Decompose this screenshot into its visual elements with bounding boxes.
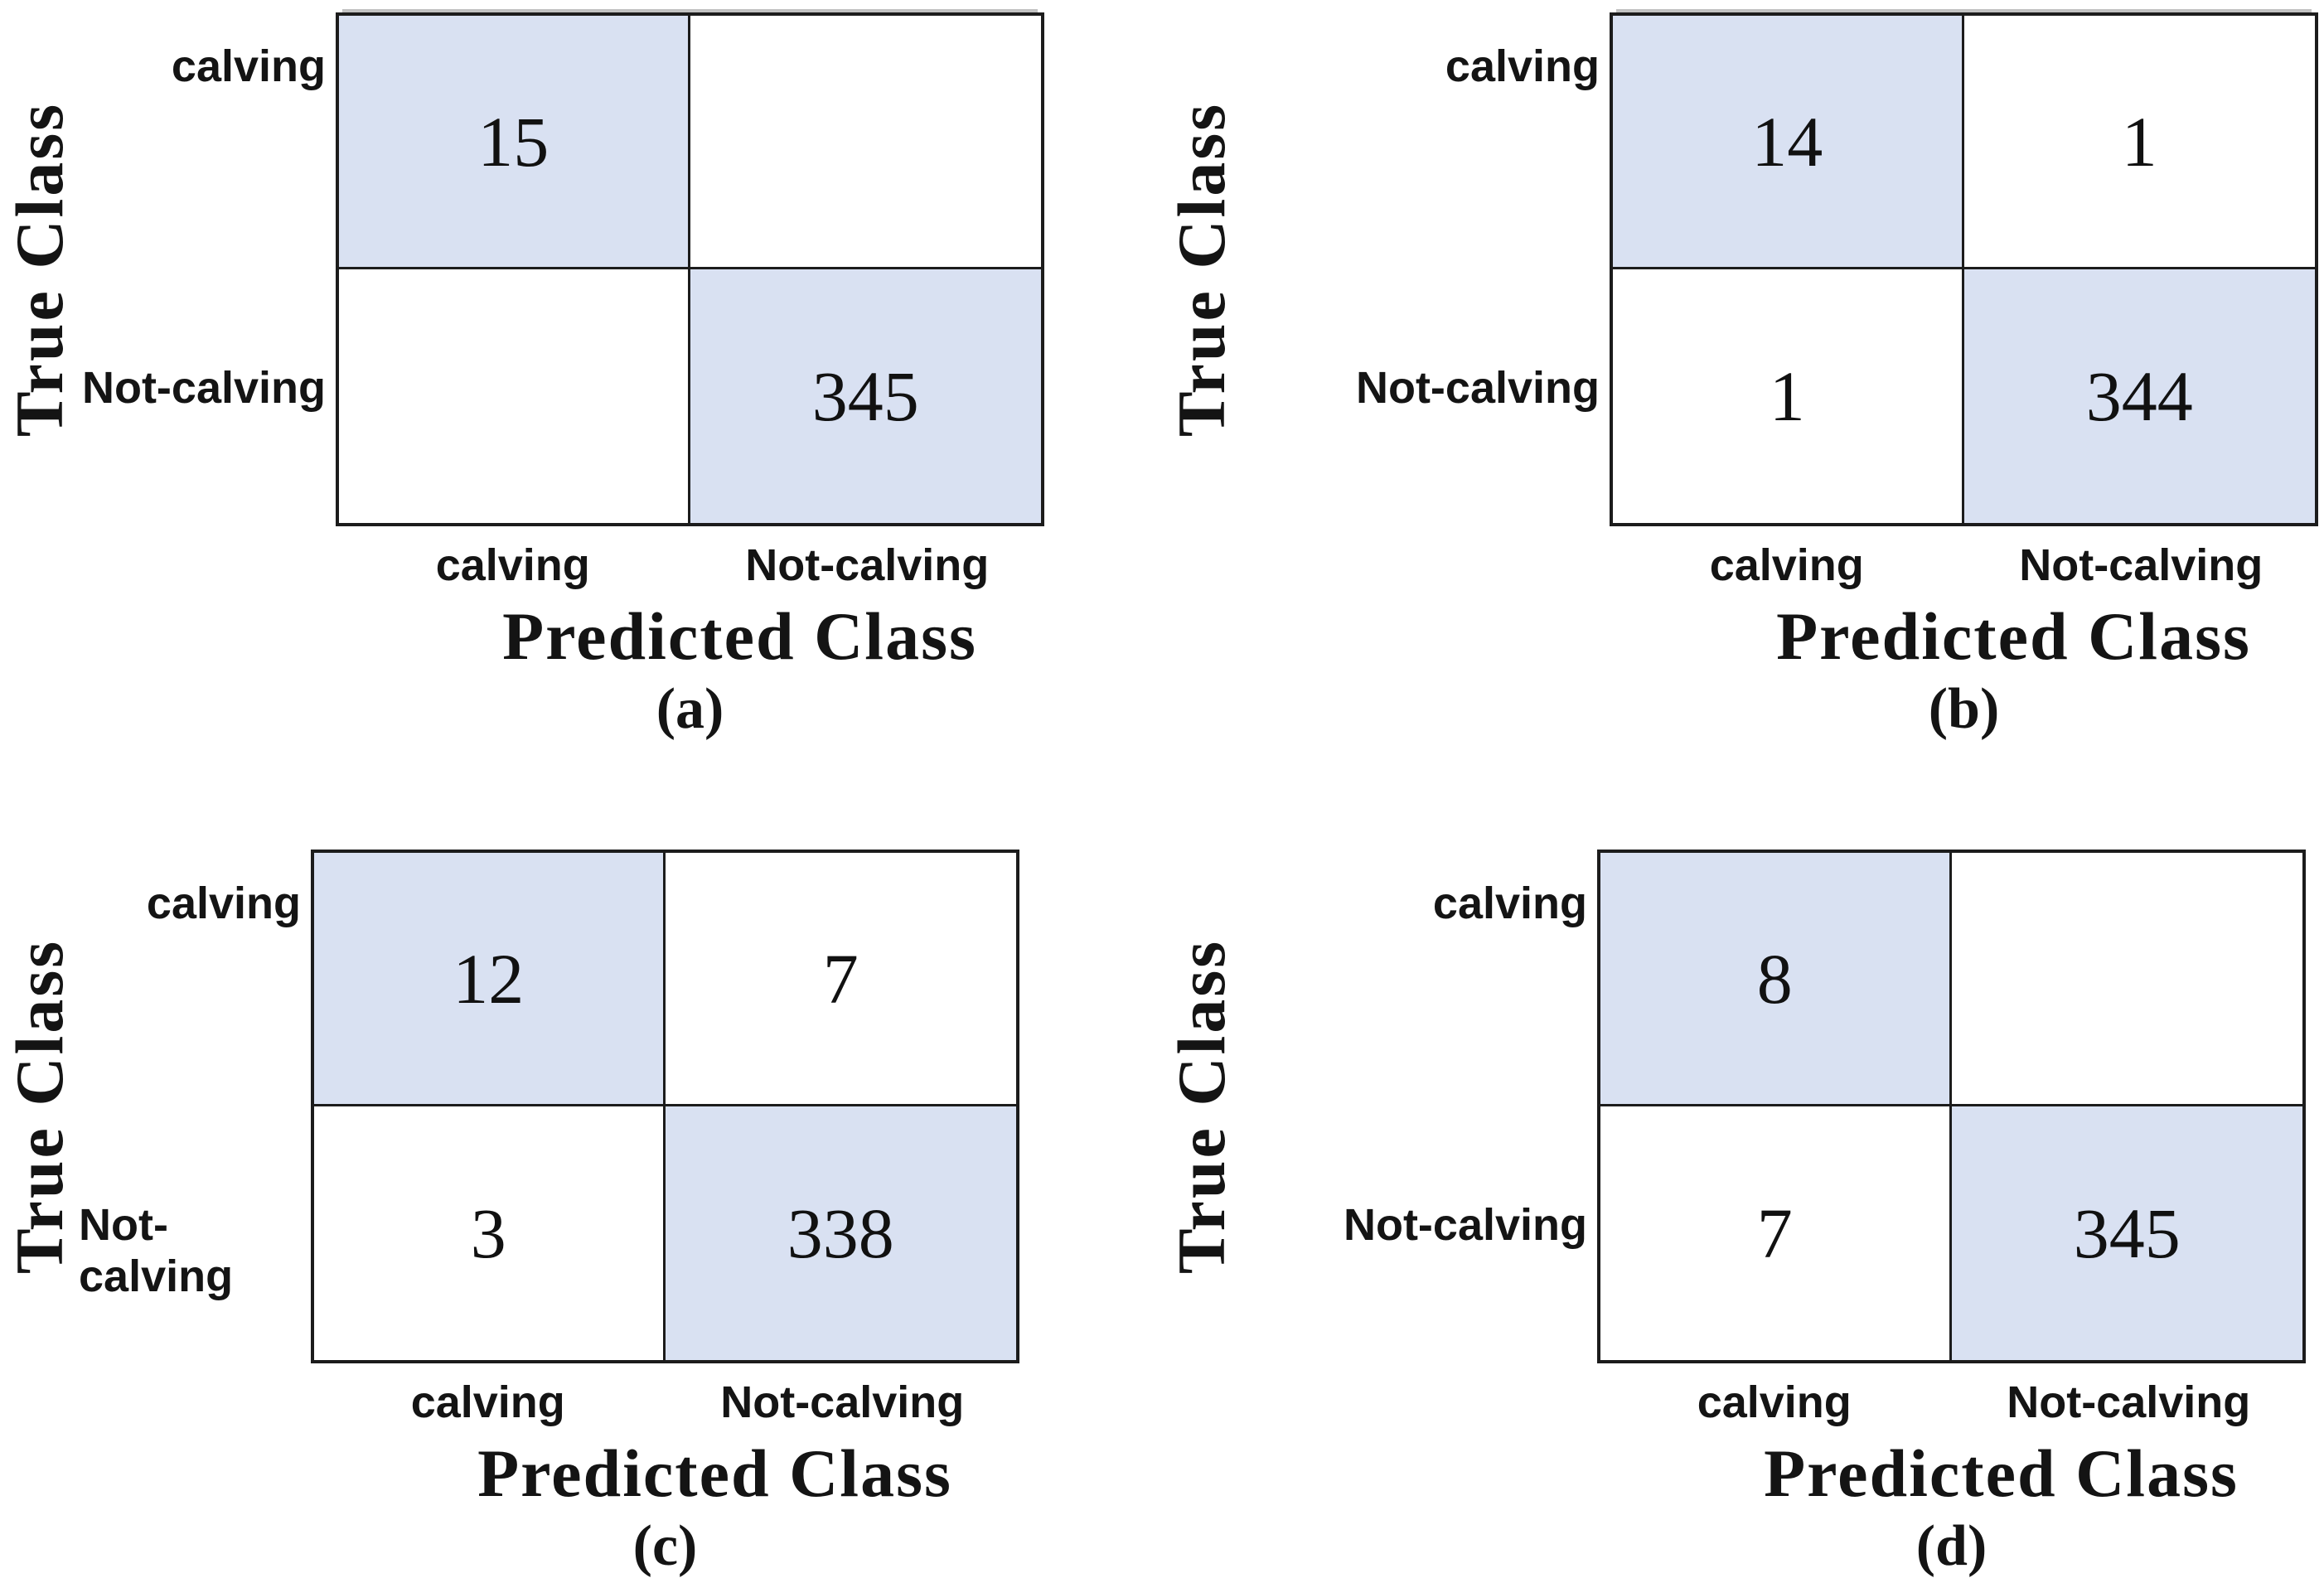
panel-b: True Class calving Not-calving 14 1 1 34… [1162,0,2324,792]
cell-true-notcalving-pred-calving: 3 [314,1106,666,1360]
col-label-not-calving: Not-calving [2019,540,2263,590]
panel-b-x-axis-labels: calving Not-calving [1610,540,2318,591]
cell-true-calving-pred-calving: 12 [314,853,666,1106]
col-label-calving: calving [435,540,590,590]
panel-d-letter: (d) [1915,1514,1988,1578]
panel-c-plot-area: True Class calving Not-calving 12 7 3 33… [0,850,1019,1363]
cell-true-calving-pred-calving: 14 [1613,16,1964,269]
cell-true-notcalving-pred-calving: 1 [1613,269,1964,523]
panel-a-letter: (a) [656,677,724,741]
panel-b-y-axis-title-wrap: True Class [1162,12,1241,526]
panel-c-letter: (c) [632,1514,698,1578]
row-label-not-calving: Not-calving [1343,1200,1587,1250]
row-label-calving: calving [146,879,301,928]
cell-true-calving-pred-notcalving: 7 [665,853,1016,1106]
cell-true-calving-pred-notcalving: 1 [1963,16,2315,269]
panel-a-matrix-grid: 15 345 [336,12,1044,526]
panel-c-matrix-grid: 12 7 3 338 [311,850,1019,1363]
row-label-not-calving: Not-calving [79,1200,234,1301]
panel-d-plot-area: True Class calving Not-calving 8 7 345 [1162,850,2306,1363]
row-label-calving: calving [171,41,326,91]
col-label-calving: calving [1709,540,1864,590]
cell-true-notcalving-pred-notcalving: 345 [1951,1106,2302,1360]
row-label-not-calving: Not-calving [81,363,326,413]
y-axis-title: True Class [1163,938,1239,1275]
panel-c-y-axis-title-wrap: True Class [0,850,79,1363]
panel-d-row-labels: calving Not-calving [1241,850,1597,1363]
panel-d: True Class calving Not-calving 8 7 345 c… [1162,792,2324,1583]
cell-true-calving-pred-notcalving [690,16,1041,269]
panel-a: True Class calving Not-calving 15 345 ca… [0,0,1162,792]
cell-true-calving-pred-calving: 8 [1600,853,1952,1106]
y-axis-title: True Class [1,101,77,438]
cell-true-calving-pred-notcalving [1951,853,2302,1106]
panel-a-row-labels: calving Not-calving [79,12,336,526]
panel-a-y-axis-title-wrap: True Class [0,12,79,526]
panel-c-x-axis-labels: calving Not-calving [311,1377,1019,1428]
col-label-not-calving: Not-calving [745,540,990,590]
panel-d-y-axis-title-wrap: True Class [1162,850,1241,1363]
panel-d-matrix-grid: 8 7 345 [1597,850,2306,1363]
cell-true-calving-pred-calving: 15 [339,16,690,269]
row-label-calving: calving [1445,41,1600,91]
cell-true-notcalving-pred-notcalving: 345 [690,269,1041,523]
panel-a-x-axis-labels: calving Not-calving [336,540,1044,591]
x-axis-title: Predicted Class [1764,1435,2239,1511]
x-axis-title: Predicted Class [1776,598,2251,674]
panel-a-plot-area: True Class calving Not-calving 15 345 [0,12,1044,526]
cell-true-notcalving-pred-calving [339,269,690,523]
cell-true-notcalving-pred-notcalving: 344 [1963,269,2315,523]
panel-c: True Class calving Not-calving 12 7 3 33… [0,792,1162,1583]
y-axis-title: True Class [1163,101,1239,438]
col-label-calving: calving [410,1377,565,1427]
col-label-not-calving: Not-calving [720,1377,965,1427]
panel-b-matrix-grid: 14 1 1 344 [1610,12,2318,526]
cell-true-notcalving-pred-calving: 7 [1600,1106,1952,1360]
cell-true-notcalving-pred-notcalving: 338 [665,1106,1016,1360]
panel-b-row-labels: calving Not-calving [1241,12,1610,526]
row-label-not-calving: Not-calving [1355,363,1600,413]
panel-b-letter: (b) [1928,677,2000,741]
x-axis-title: Predicted Class [477,1435,952,1511]
col-label-calving: calving [1697,1377,1852,1427]
panel-c-row-labels: calving Not-calving [79,850,311,1363]
panel-d-x-axis-labels: calving Not-calving [1597,1377,2306,1428]
x-axis-title: Predicted Class [502,598,977,674]
y-axis-title: True Class [1,938,77,1275]
row-label-calving: calving [1432,879,1587,928]
panel-b-plot-area: True Class calving Not-calving 14 1 1 34… [1162,12,2318,526]
col-label-not-calving: Not-calving [2007,1377,2251,1427]
